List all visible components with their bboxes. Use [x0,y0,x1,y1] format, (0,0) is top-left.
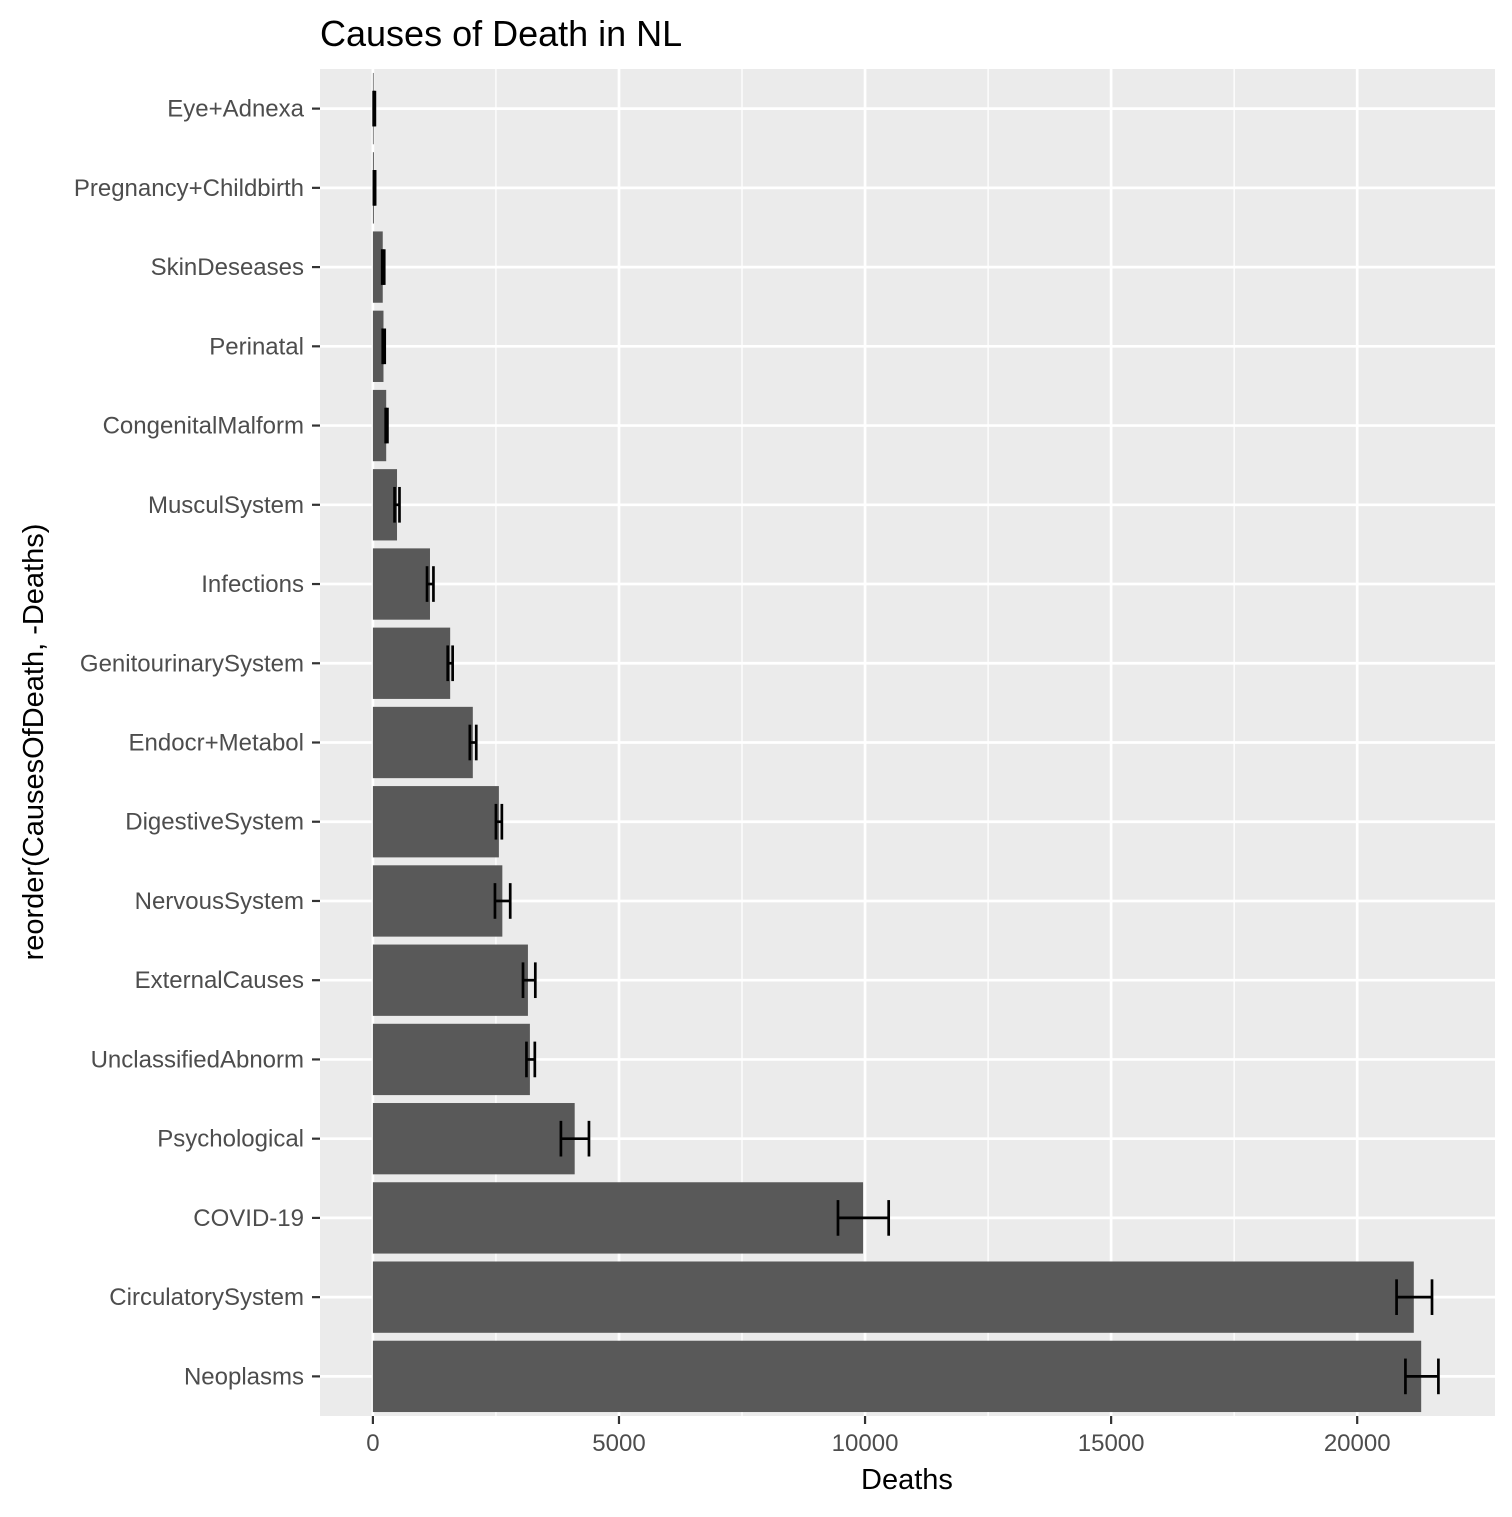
y-tick-label: GenitourinarySystem [80,650,304,677]
error-bar [384,407,389,444]
bar [372,1182,864,1254]
y-axis-title: reorder(CausesOfDeath, -Deaths) [18,524,50,961]
error-bar [468,724,478,761]
chart-title: Causes of Death in NL [320,13,682,54]
error-bar [380,249,386,285]
error-bar [1404,1358,1440,1395]
error-bar [525,1041,537,1078]
bar [372,706,473,779]
error-bar [425,566,435,602]
x-tick-label: 10000 [832,1430,899,1457]
y-tick-label: Neoplasms [184,1363,304,1390]
y-tick-label: MusculSystem [148,492,304,519]
y-tick-label: Eye+Adnexa [167,96,304,123]
x-tick-label: 5000 [592,1430,645,1457]
y-axis: Eye+Adnexa Pregnancy+Childbirth SkinDeseas… [74,96,320,1390]
bar [372,1023,530,1096]
y-tick-label: ExternalCauses [135,967,304,994]
y-tick-label: Perinatal [209,333,304,360]
error-bar [521,962,537,999]
x-tick-label: 20000 [1324,1430,1391,1457]
x-tick-label: 0 [366,1430,379,1457]
bar [372,627,451,699]
y-tick-label: NervousSystem [135,888,304,915]
x-axis: 0 5000 10000 15000 20000 [366,1416,1391,1457]
error-bar [493,883,512,919]
bars [372,72,1422,1413]
error-bar [559,1120,591,1157]
error-bar [446,645,454,682]
y-tick-label: Pregnancy+Childbirth [74,175,304,202]
error-bar [372,170,377,206]
bar [372,1340,1422,1413]
x-tick-label: 15000 [1078,1430,1145,1457]
y-tick-label: DigestiveSystem [125,809,304,836]
y-tick-label: CongenitalMalform [103,413,304,440]
y-tick-label: UnclassifiedAbnorm [91,1046,304,1073]
error-bar [372,90,377,127]
error-bar [494,803,504,840]
bar [372,231,383,303]
bar [372,469,398,541]
error-bars [372,90,1440,1395]
bar [372,786,499,858]
bar [372,1103,575,1175]
error-bar [836,1200,891,1236]
y-tick-label: SkinDeseases [151,254,304,281]
error-bar [1395,1279,1434,1315]
bar [372,548,430,620]
y-tick-label: Psychological [157,1126,304,1153]
y-tick-label: COVID-19 [193,1205,304,1232]
bar [372,944,528,1016]
y-tick-label: Endocr+Metabol [129,730,304,757]
y-tick-label: CirculatorySystem [109,1284,304,1311]
bar [372,865,503,937]
error-bar [393,486,401,523]
bar [372,389,387,462]
bar [372,310,384,382]
x-axis-title: Deaths [861,1464,953,1496]
error-bar [381,328,387,365]
bar [372,1261,1414,1333]
y-tick-label: Infections [201,571,304,598]
